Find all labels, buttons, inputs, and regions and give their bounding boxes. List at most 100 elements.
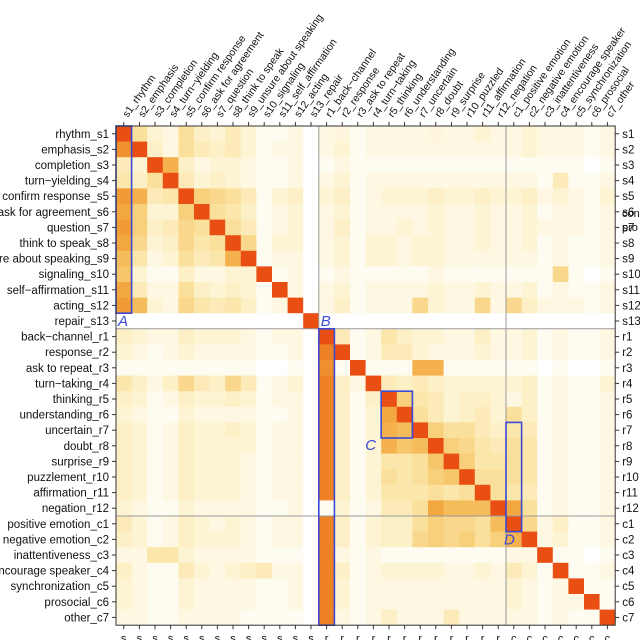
heatmap-cell bbox=[459, 375, 476, 392]
heatmap-cell bbox=[396, 141, 413, 158]
heatmap-cell bbox=[459, 391, 476, 408]
heatmap-cell bbox=[334, 141, 351, 158]
heatmap-cell bbox=[490, 344, 507, 361]
heatmap-cell bbox=[381, 578, 398, 595]
heatmap-cell bbox=[381, 188, 398, 205]
heatmap-cell bbox=[490, 250, 507, 267]
heatmap-cell bbox=[443, 594, 460, 610]
heatmap-cell bbox=[147, 344, 164, 361]
heatmap-cell bbox=[116, 250, 132, 267]
heatmap-cell bbox=[350, 235, 366, 252]
heatmap-cell bbox=[256, 594, 273, 610]
heatmap-cell bbox=[334, 438, 351, 454]
heatmap-cell bbox=[568, 453, 585, 470]
heatmap-cell bbox=[209, 188, 226, 205]
heatmap-cell bbox=[162, 219, 179, 236]
heatmap-cell bbox=[303, 516, 320, 532]
heatmap-cell bbox=[365, 547, 382, 564]
heatmap-cell bbox=[350, 219, 366, 236]
heatmap-cell bbox=[209, 172, 226, 189]
heatmap-cell bbox=[240, 250, 257, 267]
heatmap-cell bbox=[350, 578, 366, 595]
heatmap-cell bbox=[521, 141, 538, 158]
heatmap-cell bbox=[459, 578, 476, 595]
heatmap-cell bbox=[225, 157, 242, 174]
heatmap-cell bbox=[428, 500, 444, 517]
right-label: c4 bbox=[622, 566, 635, 578]
heatmap-cell bbox=[318, 438, 335, 454]
heatmap-cell bbox=[194, 562, 210, 579]
heatmap-cell bbox=[303, 375, 320, 392]
heatmap-cell bbox=[194, 157, 210, 174]
heatmap-cell bbox=[599, 204, 616, 220]
heatmap-cell bbox=[474, 469, 491, 486]
heatmap-cell bbox=[194, 391, 210, 408]
row-label: ask for agreement_s6 bbox=[0, 207, 109, 219]
heatmap-cell bbox=[365, 126, 382, 142]
heatmap-cell bbox=[428, 422, 444, 439]
heatmap-cell bbox=[131, 250, 148, 267]
heatmap-cell bbox=[599, 188, 616, 205]
heatmap-cell bbox=[396, 500, 413, 517]
heatmap-cell bbox=[428, 235, 444, 252]
heatmap-cell bbox=[131, 204, 148, 220]
heatmap-cell bbox=[303, 266, 320, 283]
heatmap-cell bbox=[537, 391, 554, 408]
heatmap-cell bbox=[568, 360, 585, 376]
heatmap-cell bbox=[381, 157, 398, 174]
heatmap-cell bbox=[318, 500, 335, 517]
heatmap-cell bbox=[162, 172, 179, 189]
heatmap-cell bbox=[459, 172, 476, 189]
heatmap-cell bbox=[318, 562, 335, 579]
heatmap-cell bbox=[584, 282, 600, 298]
heatmap-cell bbox=[272, 360, 288, 376]
heatmap-cell bbox=[162, 375, 179, 392]
heatmap-cell bbox=[365, 172, 382, 189]
heatmap-cell bbox=[568, 594, 585, 610]
heatmap-cell bbox=[552, 453, 569, 470]
heatmap-cell bbox=[147, 235, 164, 252]
heatmap-cell bbox=[318, 141, 335, 158]
heatmap-cell bbox=[365, 609, 382, 626]
heatmap-cell bbox=[428, 126, 444, 142]
heatmap-cell bbox=[599, 391, 616, 408]
heatmap-cell bbox=[209, 157, 226, 174]
heatmap-cell bbox=[459, 344, 476, 361]
heatmap-cell bbox=[459, 235, 476, 252]
bottom-label-letter: r bbox=[418, 633, 422, 640]
heatmap-cell bbox=[490, 438, 507, 454]
heatmap-cell bbox=[225, 172, 242, 189]
heatmap-cell bbox=[225, 360, 242, 376]
heatmap-cell bbox=[225, 406, 242, 423]
heatmap-cell bbox=[287, 531, 304, 548]
heatmap-cell bbox=[396, 453, 413, 470]
heatmap-cell bbox=[443, 578, 460, 595]
heatmap-cell bbox=[256, 422, 273, 439]
heatmap-cell bbox=[474, 235, 491, 252]
heatmap-cell bbox=[584, 126, 600, 142]
heatmap-cell bbox=[178, 360, 195, 376]
heatmap-cell bbox=[537, 609, 554, 626]
heatmap-cell bbox=[178, 172, 195, 189]
heatmap-cell bbox=[225, 282, 242, 298]
heatmap-cell bbox=[428, 344, 444, 361]
heatmap-cell bbox=[459, 469, 476, 486]
heatmap-cell bbox=[256, 578, 273, 595]
heatmap-cell bbox=[194, 266, 210, 283]
heatmap-cell bbox=[568, 578, 585, 595]
heatmap-cell bbox=[599, 375, 616, 392]
heatmap-cell bbox=[396, 297, 413, 314]
heatmap-cell bbox=[490, 204, 507, 220]
heatmap-cell bbox=[474, 328, 491, 345]
heatmap-cell bbox=[194, 609, 210, 626]
heatmap-cell bbox=[162, 516, 179, 532]
heatmap-cell bbox=[365, 500, 382, 517]
heatmap-cell bbox=[225, 188, 242, 205]
heatmap-cell bbox=[318, 204, 335, 220]
heatmap-cell bbox=[412, 562, 429, 579]
heatmap-cell bbox=[162, 547, 179, 564]
heatmap-cell bbox=[537, 250, 554, 267]
heatmap-cell bbox=[365, 438, 382, 454]
heatmap-cell bbox=[194, 531, 210, 548]
heatmap-cell bbox=[506, 141, 522, 158]
